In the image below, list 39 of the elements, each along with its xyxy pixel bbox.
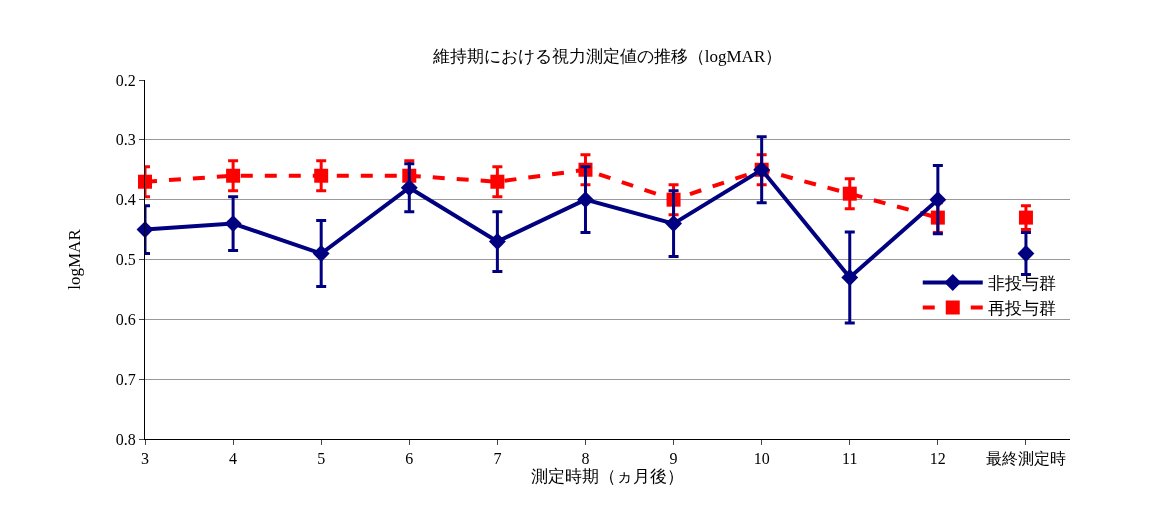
point [488, 233, 506, 250]
x-tick-label: 9 [669, 450, 678, 468]
point [138, 174, 152, 189]
x-axis-title: 測定時期（ヵ月後） [531, 467, 684, 487]
x-tick-label: 3 [141, 450, 149, 468]
y-axis-title: logMAR [65, 228, 85, 290]
legend-label: 非投与群 [987, 274, 1056, 294]
x-tick-label: 5 [317, 450, 326, 468]
x-tick-label: 12 [929, 450, 946, 468]
point [841, 269, 859, 286]
point [136, 221, 154, 239]
point [1017, 245, 1035, 262]
y-tick-label: 0.2 [115, 71, 136, 89]
x-tick-label: 11 [842, 450, 858, 468]
point [842, 186, 857, 201]
point [226, 168, 241, 183]
point [1018, 210, 1033, 225]
point [929, 191, 947, 209]
point [490, 174, 505, 189]
x-tick-label: 7 [493, 450, 502, 468]
chart-title: 維持期における視力測定値の推移（logMAR） [431, 46, 783, 66]
y-tick-label: 0.7 [115, 370, 136, 388]
y-tick-label: 0.5 [115, 251, 136, 269]
legend-label: 再投与群 [987, 299, 1056, 319]
x-tick-label: 8 [581, 450, 590, 468]
point [314, 168, 329, 183]
point [577, 191, 594, 209]
point [312, 245, 330, 262]
y-tick-label: 0.6 [115, 310, 136, 328]
point [400, 179, 418, 197]
point [665, 215, 683, 233]
y-tick-label: 0.3 [115, 131, 136, 149]
x-tick-label: 4 [229, 450, 238, 468]
x-tick-label: 10 [753, 450, 770, 468]
x-tick-label: 6 [405, 450, 414, 468]
x-tick-label: 最終測定時 [985, 450, 1066, 468]
y-tick-label: 0.8 [115, 430, 136, 448]
point [224, 215, 242, 233]
y-tick-label: 0.4 [115, 191, 136, 209]
